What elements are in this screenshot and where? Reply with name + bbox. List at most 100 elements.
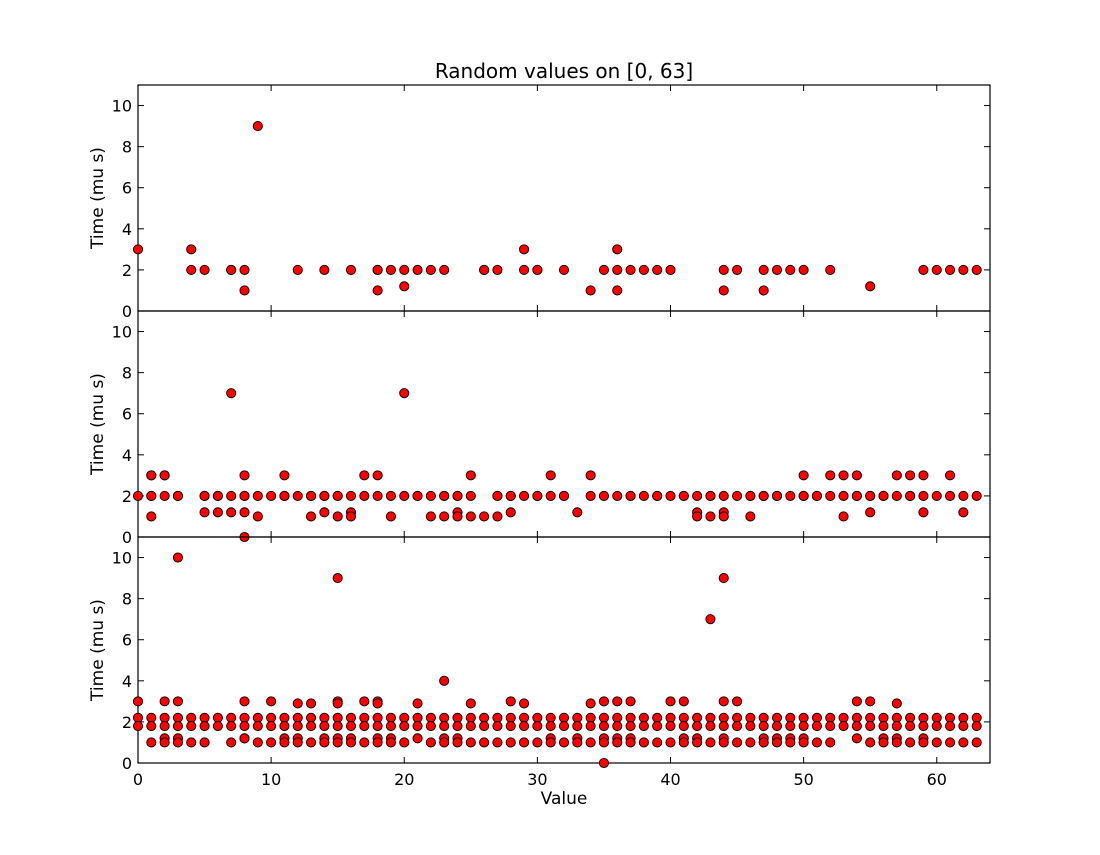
data-point [785, 490, 796, 501]
data-point [306, 737, 317, 748]
data-point [359, 696, 370, 707]
data-point [785, 264, 796, 275]
panel-2: 0 2 4 6 8 10 Time (mu s) [88, 310, 991, 547]
data-point [718, 737, 729, 748]
data-point [159, 696, 170, 707]
data-point [585, 737, 596, 748]
data-point [771, 264, 783, 275]
data-point [865, 281, 876, 292]
data-point [465, 720, 476, 732]
data-point [252, 490, 263, 501]
data-point [412, 264, 423, 275]
data-point [825, 470, 836, 481]
data-point [199, 737, 210, 748]
data-point [345, 490, 357, 501]
data-point [598, 720, 609, 732]
data-point [359, 490, 370, 501]
data-point [865, 490, 876, 501]
data-point [705, 511, 716, 522]
data-point [186, 720, 197, 732]
data-point [425, 511, 436, 522]
data-point [306, 511, 317, 522]
data-point [279, 470, 290, 481]
data-point [492, 720, 503, 732]
panel-3: 0 2 4 6 8 10 0 10 20 30 40 50 60 Time (mu s) [88, 536, 991, 789]
data-point [292, 490, 303, 501]
data-point [865, 737, 876, 748]
data-point [412, 490, 423, 501]
data-point [971, 737, 982, 748]
data-point [532, 490, 543, 501]
y-axis-label: Time (mu s) [88, 147, 108, 250]
data-point [598, 264, 609, 275]
data-point [492, 511, 503, 522]
data-point [598, 757, 609, 769]
data-point [945, 490, 956, 501]
data-point [678, 696, 689, 707]
data-point [665, 720, 676, 732]
data-point [439, 511, 450, 522]
data-point [891, 737, 902, 748]
data-point [758, 720, 769, 732]
data-point [292, 737, 303, 748]
data-point [598, 737, 609, 748]
x-tick-label: 60 [927, 770, 947, 789]
data-point [226, 490, 237, 501]
data-point [439, 264, 450, 275]
data-point [785, 737, 796, 748]
data-point [891, 720, 902, 732]
data-point [851, 490, 862, 501]
data-point [798, 737, 809, 748]
data-point [745, 490, 756, 501]
data-point [838, 470, 849, 481]
data-point [385, 737, 396, 748]
panel-frame [137, 310, 991, 538]
data-point [758, 490, 769, 501]
data-point [319, 490, 330, 501]
panel-frame [137, 84, 991, 312]
data-point [625, 737, 636, 748]
data-point [172, 696, 183, 707]
x-tick-label: 40 [660, 770, 680, 789]
x-tick-label: 0 [133, 770, 143, 789]
data-point [798, 720, 809, 732]
data-point [306, 720, 317, 732]
data-point [918, 507, 929, 518]
data-point [918, 490, 929, 501]
y-tick-label: 6 [122, 179, 132, 198]
data-point [585, 285, 596, 296]
data-point [771, 490, 783, 501]
data-point [146, 490, 157, 501]
data-point [545, 720, 556, 732]
data-point [465, 470, 476, 481]
data-point [492, 737, 503, 748]
data-point [345, 720, 357, 732]
data-point [931, 490, 942, 501]
data-point [439, 675, 450, 686]
data-point [705, 490, 716, 501]
data-point [865, 507, 876, 518]
data-point [252, 720, 263, 732]
data-point [918, 720, 929, 732]
data-point [186, 244, 197, 255]
data-point [519, 490, 530, 501]
data-point [172, 490, 183, 501]
data-point [266, 720, 277, 732]
data-point [545, 470, 556, 481]
y-tick-label: 0 [122, 754, 132, 773]
data-point [745, 720, 756, 732]
data-point [705, 614, 716, 625]
data-point [345, 737, 357, 748]
data-point [625, 490, 636, 501]
data-point [612, 490, 623, 501]
data-point [758, 285, 769, 296]
data-point [399, 490, 410, 501]
data-point [479, 737, 490, 748]
data-point [585, 720, 596, 732]
data-point [625, 264, 636, 275]
data-point [519, 720, 530, 732]
data-point [332, 573, 343, 584]
data-point [838, 720, 849, 732]
data-point [718, 285, 729, 296]
